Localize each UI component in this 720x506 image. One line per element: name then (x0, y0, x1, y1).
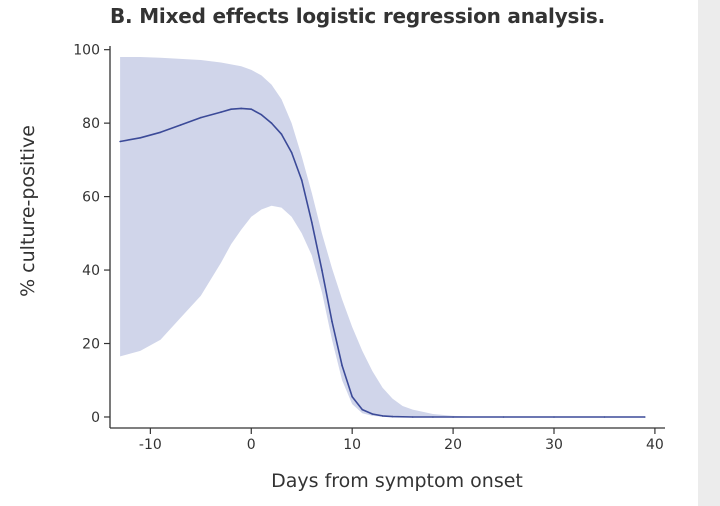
x-tick-label: 40 (646, 437, 664, 453)
confidence-band-layer (120, 57, 645, 417)
y-tick-label: 20 (82, 337, 100, 353)
series-point (321, 269, 323, 271)
series-point (179, 124, 182, 126)
series-point (139, 137, 142, 139)
series-point (432, 416, 434, 418)
series-line (119, 107, 645, 418)
series-point (381, 415, 384, 417)
series-point (644, 416, 646, 418)
series-point (341, 364, 343, 367)
series-point (159, 131, 162, 134)
series-point (200, 116, 202, 119)
series-point (351, 396, 354, 398)
series-point (391, 415, 394, 418)
y-axis-label: % culture-positive (17, 125, 39, 297)
y-tick-label: 80 (82, 116, 100, 132)
x-tick-label: 30 (545, 437, 563, 453)
series-point (250, 108, 253, 110)
series-point (331, 320, 333, 323)
series-point (280, 133, 283, 135)
series-point (119, 140, 121, 143)
y-tick-label: 40 (82, 263, 100, 279)
series-point (300, 179, 303, 181)
axes-layer: 0 20 40 60 80 100 -10 0 10 20 30 40 (73, 43, 665, 453)
x-tick-label: -10 (139, 437, 162, 453)
series-point (361, 408, 364, 411)
chart-title: B. Mixed effects logistic regression ana… (110, 4, 605, 28)
series-point (230, 108, 232, 110)
x-axis-label: Days from symptom onset (271, 470, 523, 492)
x-tick-label: 0 (247, 437, 256, 453)
series-point (603, 416, 606, 418)
x-tick-label: 20 (444, 437, 462, 453)
series-point (240, 107, 242, 110)
series-point (502, 416, 505, 418)
x-tick-label: 10 (343, 437, 361, 453)
series-point (452, 416, 454, 418)
series-point (270, 122, 273, 124)
series-point (311, 221, 313, 224)
series-point (411, 416, 414, 418)
y-tick-label: 60 (82, 190, 100, 206)
series-point (371, 413, 374, 415)
y-tick-label: 0 (91, 410, 100, 426)
series-point (553, 416, 555, 418)
right-edge-panel (698, 0, 720, 506)
series-point (220, 111, 222, 113)
series-line-layer (119, 107, 646, 418)
confidence-band (120, 57, 645, 417)
y-tick-label: 100 (73, 43, 100, 59)
series-point (290, 151, 293, 154)
series-point (260, 113, 263, 116)
